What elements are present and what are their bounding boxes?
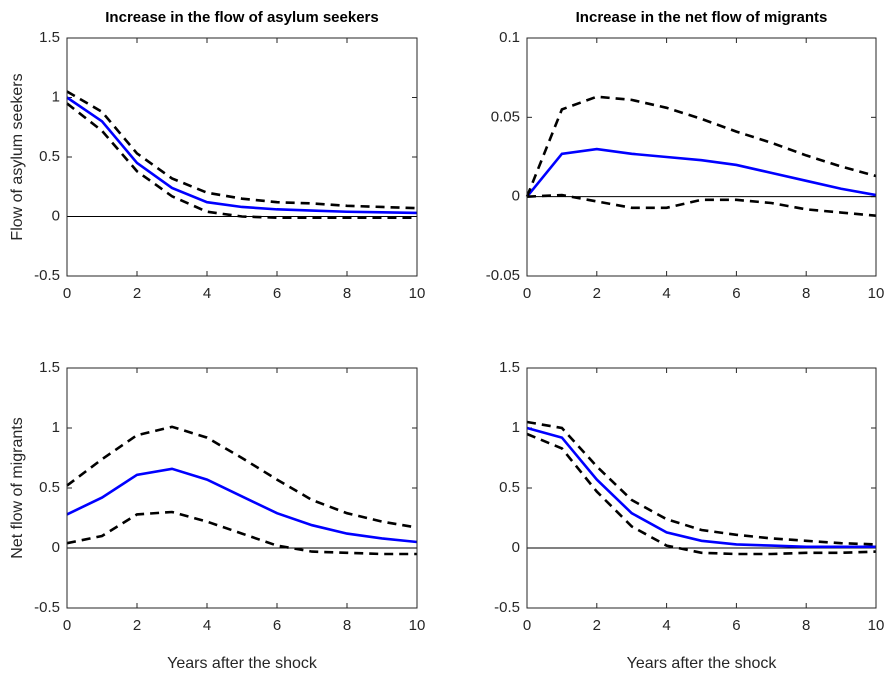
x-tick-label: 0 bbox=[523, 285, 531, 302]
x-tick-label: 6 bbox=[273, 285, 281, 302]
axes-frame bbox=[526, 367, 877, 609]
series-line bbox=[526, 432, 877, 556]
x-tick-label: 4 bbox=[203, 285, 211, 302]
x-tick-label: 0 bbox=[523, 617, 531, 634]
y-tick-label: -0.05 bbox=[486, 267, 520, 284]
series-line bbox=[525, 95, 877, 198]
x-tick-label: 10 bbox=[409, 617, 426, 634]
x-tick-label: 8 bbox=[343, 617, 351, 634]
y-tick-label: 1.5 bbox=[39, 359, 60, 376]
y-tick-label: 0.05 bbox=[491, 108, 520, 125]
x-tick-label: 2 bbox=[133, 617, 141, 634]
axes-frame bbox=[66, 37, 418, 277]
x-tick-label: 6 bbox=[732, 285, 740, 302]
series-line bbox=[66, 425, 418, 529]
x-axis-label: Years after the shock bbox=[167, 655, 318, 672]
chart-title: Increase in the net flow of migrants bbox=[576, 9, 828, 26]
x-tick-label: 6 bbox=[273, 617, 281, 634]
y-tick-label: 0 bbox=[512, 188, 520, 205]
y-tick-label: 0 bbox=[52, 207, 60, 224]
x-tick-label: 2 bbox=[593, 285, 601, 302]
x-axis-label: Years after the shock bbox=[627, 655, 778, 672]
x-tick-label: 0 bbox=[63, 285, 71, 302]
y-tick-label: 1 bbox=[52, 419, 60, 436]
x-tick-label: 6 bbox=[732, 617, 740, 634]
axes-background bbox=[527, 368, 876, 608]
y-tick-label: 0.1 bbox=[499, 29, 520, 46]
x-tick-label: 8 bbox=[802, 285, 810, 302]
y-tick-label: 0.5 bbox=[39, 148, 60, 165]
chart-title: Increase in the flow of asylum seekers bbox=[105, 9, 378, 26]
x-tick-label: 10 bbox=[409, 285, 426, 302]
x-tick-label: 4 bbox=[203, 617, 211, 634]
y-tick-label: 1.5 bbox=[39, 29, 60, 46]
y-tick-label: 0.5 bbox=[499, 479, 520, 496]
series-line bbox=[66, 90, 418, 210]
y-tick-label: -0.5 bbox=[34, 599, 60, 616]
y-axis-label: Flow of asylum seekers bbox=[9, 73, 26, 240]
series-line bbox=[525, 147, 877, 198]
y-tick-label: 1 bbox=[52, 88, 60, 105]
x-tick-label: 8 bbox=[343, 285, 351, 302]
y-tick-label: 1 bbox=[512, 419, 520, 436]
y-axis-label: Net flow of migrants bbox=[9, 417, 26, 558]
y-tick-label: 0 bbox=[52, 539, 60, 556]
x-tick-label: 2 bbox=[593, 617, 601, 634]
series-line bbox=[66, 467, 418, 544]
x-tick-label: 8 bbox=[802, 617, 810, 634]
axes-background bbox=[527, 38, 876, 276]
series-line bbox=[66, 510, 417, 556]
series-line bbox=[526, 193, 877, 218]
series-line bbox=[526, 420, 877, 546]
x-tick-label: 0 bbox=[63, 617, 71, 634]
y-tick-label: 0.5 bbox=[39, 479, 60, 496]
series-line bbox=[66, 102, 417, 219]
y-tick-label: 0 bbox=[512, 539, 520, 556]
axes-frame bbox=[526, 37, 877, 277]
axes-background bbox=[67, 38, 417, 276]
y-tick-label: 1.5 bbox=[499, 359, 520, 376]
axes-background bbox=[67, 368, 417, 608]
x-tick-label: 10 bbox=[868, 285, 885, 302]
x-tick-label: 2 bbox=[133, 285, 141, 302]
axes-frame bbox=[66, 367, 418, 609]
y-tick-label: -0.5 bbox=[34, 267, 60, 284]
x-tick-label: 4 bbox=[662, 617, 670, 634]
series-line bbox=[526, 426, 876, 549]
x-tick-label: 4 bbox=[662, 285, 670, 302]
y-tick-label: -0.5 bbox=[494, 599, 520, 616]
series-line bbox=[66, 96, 418, 215]
x-tick-label: 10 bbox=[868, 617, 885, 634]
